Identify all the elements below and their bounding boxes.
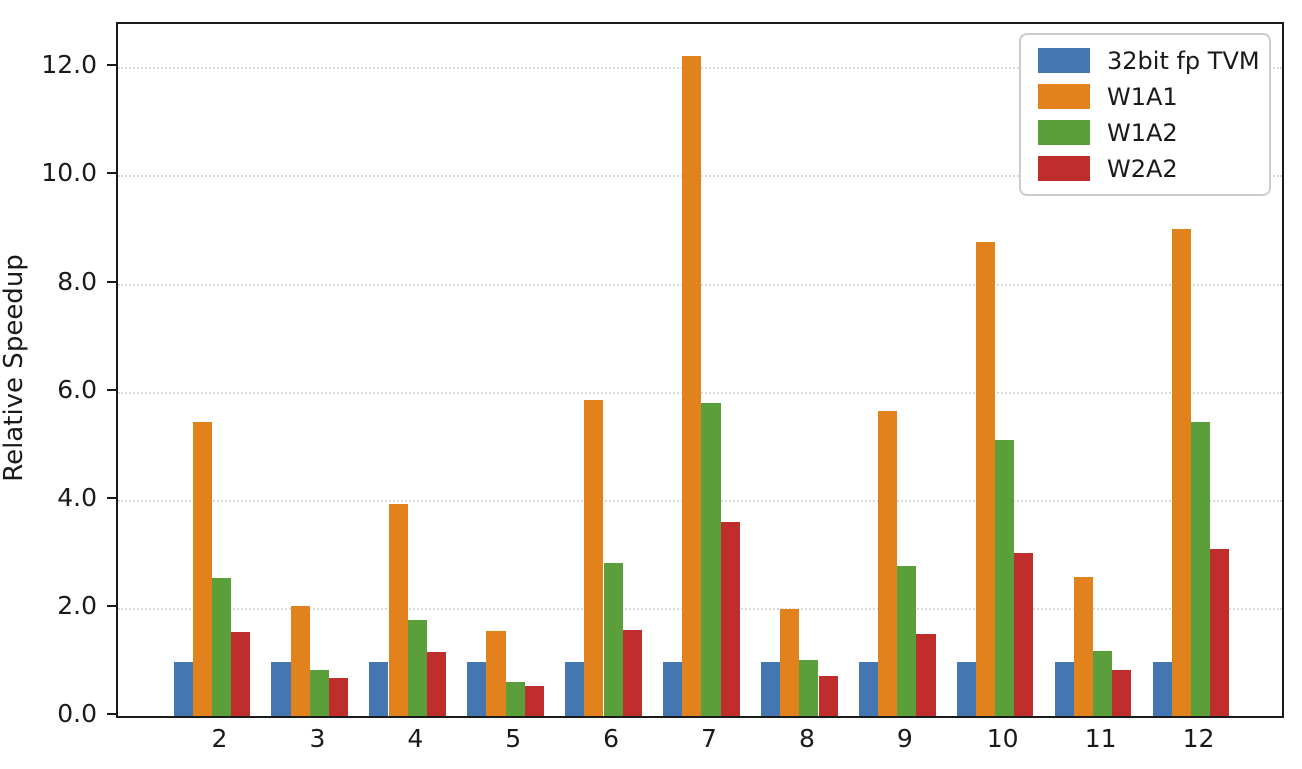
x-tick-label-4: 4	[407, 724, 424, 753]
bar-w1a1-x4	[388, 503, 408, 716]
x-tick-label-5: 5	[505, 724, 522, 753]
x-tick-label-11: 11	[1084, 724, 1117, 753]
y-tick-label: 12.0	[41, 50, 97, 80]
legend-item-w2a2: W2A2	[1038, 154, 1252, 183]
x-tick-label-8: 8	[798, 724, 815, 753]
bar-w1a1-x2	[192, 422, 212, 716]
x-tick-label-10: 10	[986, 724, 1019, 753]
y-tick-mark	[107, 280, 116, 283]
legend-swatch-icon	[1038, 84, 1090, 109]
bar-w2a2-x10	[1014, 552, 1034, 716]
bar-w1a1-x10	[975, 242, 996, 716]
bar-w1a2-x7	[701, 402, 721, 716]
y-tick-label: 2.0	[57, 590, 97, 620]
bar-w1a2-x9	[897, 565, 917, 716]
y-tick-mark	[107, 388, 116, 391]
bar-w1a1-x8	[780, 608, 800, 716]
bar-w2a2-x7	[720, 522, 740, 716]
x-tick-label-12: 12	[1182, 724, 1215, 753]
bar-32bit-fp-tvm-x2	[173, 661, 193, 716]
bar-32bit-fp-tvm-x9	[858, 661, 878, 716]
bar-w1a2-x5	[505, 682, 525, 716]
y-tick-label: 10.0	[41, 158, 97, 188]
legend-label: W1A2	[1107, 118, 1178, 147]
bar-w2a2-x9	[916, 634, 936, 716]
bar-w1a2-x8	[799, 659, 819, 716]
bar-w1a1-x3	[290, 605, 310, 716]
x-tick-label-6: 6	[603, 724, 620, 753]
x-tick-label-9: 9	[896, 724, 913, 753]
legend-label: 32bit fp TVM	[1107, 46, 1260, 75]
y-tick-label: 0.0	[57, 699, 97, 728]
bar-w1a2-x2	[211, 577, 232, 716]
bar-w1a1-x12	[1171, 228, 1191, 716]
legend-swatch-icon	[1038, 120, 1090, 145]
bar-w2a2-x5	[524, 685, 544, 716]
bar-32bit-fp-tvm-x10	[956, 661, 976, 716]
bar-w2a2-x6	[622, 629, 642, 716]
bar-32bit-fp-tvm-x4	[369, 661, 389, 716]
bar-w1a2-x12	[1190, 421, 1211, 716]
bar-w1a1-x7	[682, 56, 702, 716]
legend-item-32bit-fp-tvm: 32bit fp TVM	[1038, 47, 1260, 75]
bar-w1a2-x4	[407, 619, 427, 716]
y-tick-label: 6.0	[57, 374, 97, 404]
y-tick-label: 8.0	[57, 266, 97, 296]
legend-swatch-icon	[1038, 48, 1090, 73]
bar-32bit-fp-tvm-x3	[271, 661, 291, 716]
legend-label: W1A1	[1107, 82, 1178, 111]
bar-w1a2-x6	[603, 563, 623, 716]
bar-w2a2-x12	[1210, 549, 1230, 716]
y-tick-mark	[107, 496, 116, 499]
y-tick-mark	[107, 604, 116, 607]
legend-item-w1a2: W1A2	[1038, 118, 1252, 147]
bar-32bit-fp-tvm-x6	[565, 661, 585, 716]
bar-w1a1-x9	[878, 411, 898, 716]
y-tick-mark	[107, 172, 116, 175]
bar-32bit-fp-tvm-x5	[467, 661, 487, 716]
bar-32bit-fp-tvm-x7	[663, 661, 683, 716]
bar-32bit-fp-tvm-x11	[1054, 661, 1074, 716]
bar-w2a2-x3	[329, 678, 349, 716]
y-tick-mark	[107, 713, 116, 715]
x-tick-label-3: 3	[309, 724, 326, 753]
y-tick-label: 4.0	[57, 482, 97, 512]
bar-32bit-fp-tvm-x12	[1152, 661, 1172, 716]
bar-w1a2-x10	[995, 439, 1015, 716]
bar-w1a2-x3	[309, 670, 329, 716]
legend-item-w1a1: W1A1	[1038, 82, 1252, 111]
bar-w1a1-x6	[584, 399, 604, 716]
legend-swatch-icon	[1038, 156, 1090, 181]
legend-label: W2A2	[1107, 154, 1178, 183]
bar-w2a2-x8	[818, 675, 838, 716]
legend: 32bit fp TVM W1A1 W1A2 W2A2	[1019, 33, 1271, 196]
bar-w2a2-x2	[231, 631, 251, 716]
bar-w1a2-x11	[1093, 650, 1113, 716]
bar-w1a1-x5	[486, 631, 506, 716]
y-tick-mark	[107, 64, 116, 67]
x-tick-label-2: 2	[211, 724, 228, 753]
bar-32bit-fp-tvm-x8	[760, 661, 781, 716]
x-tick-label-7: 7	[701, 724, 717, 753]
bar-w1a1-x11	[1073, 576, 1093, 716]
bar-w2a2-x4	[426, 651, 447, 716]
bar-w2a2-x11	[1112, 669, 1132, 716]
